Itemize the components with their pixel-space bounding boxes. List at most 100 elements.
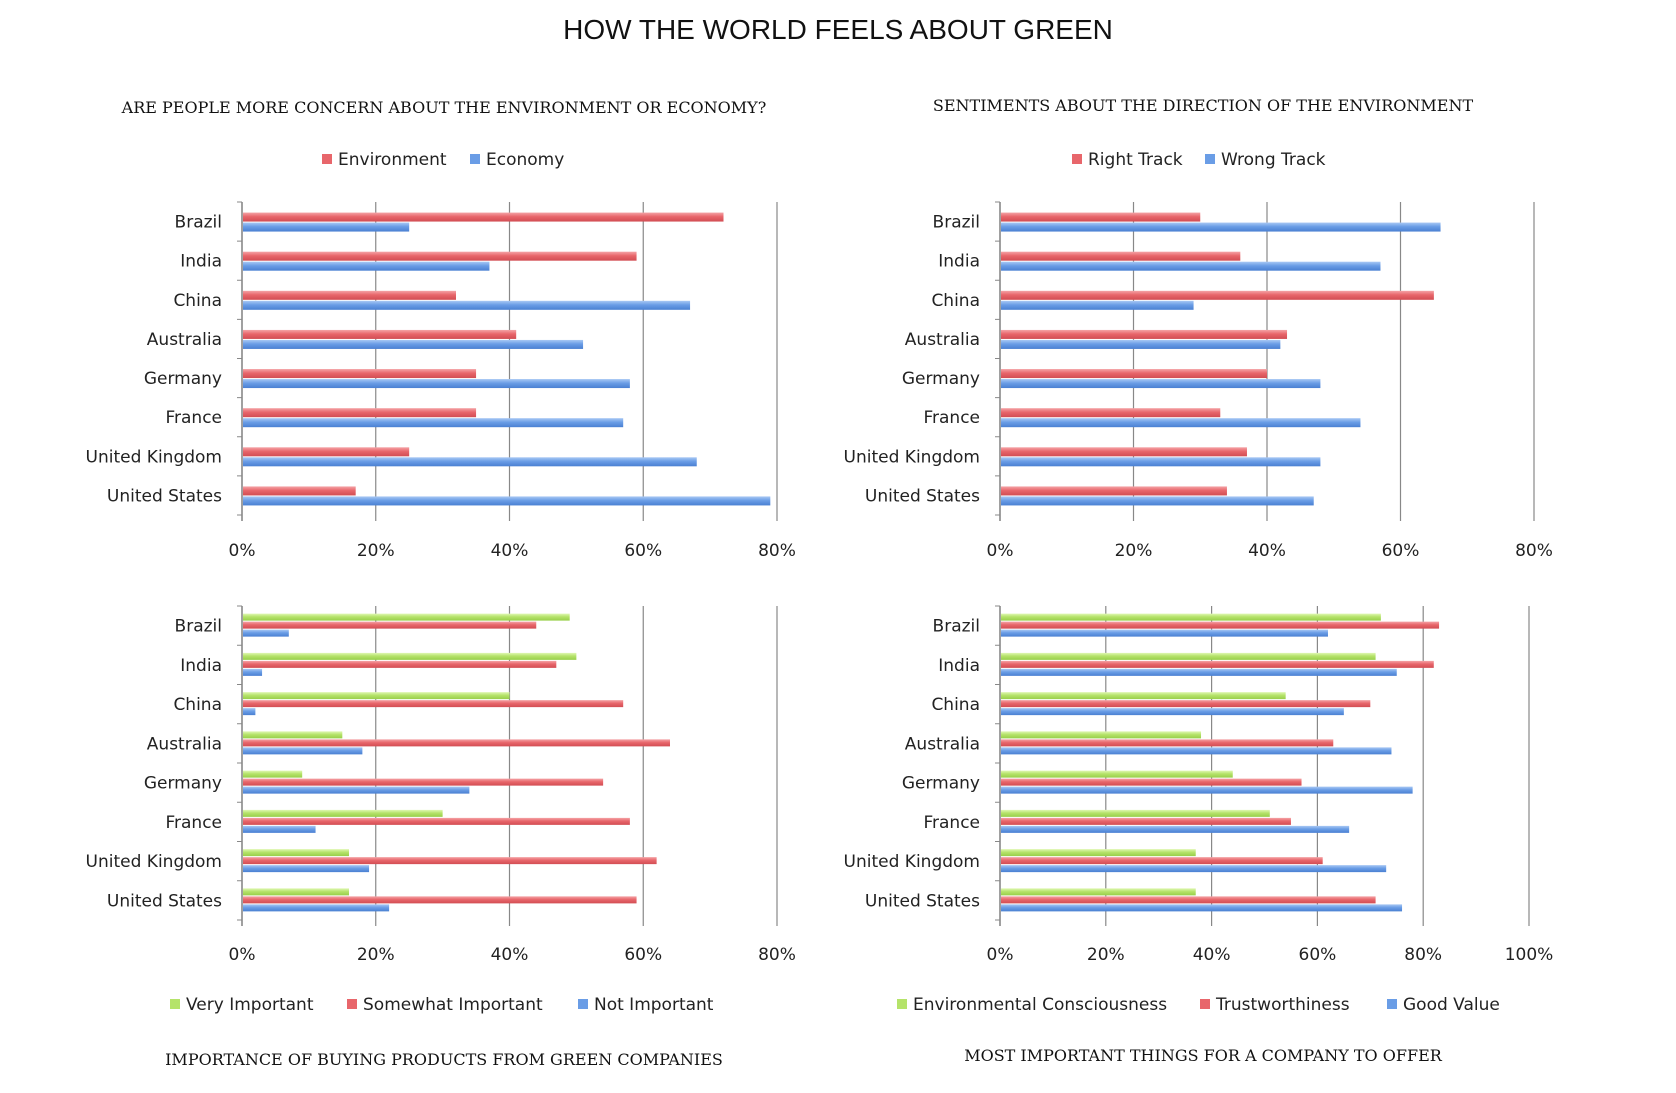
x-tick-label: 80%	[1404, 945, 1442, 965]
bar	[243, 261, 490, 271]
bar	[243, 660, 557, 668]
x-tick-label: 0%	[987, 541, 1014, 561]
legend-label: Not Important	[594, 995, 714, 1015]
legend-label: Environmental Consciousness	[913, 995, 1167, 1015]
category-label: India	[938, 656, 980, 676]
chart-title-company-offer: MOST IMPORTANT THINGS FOR A COMPANY TO O…	[964, 1046, 1442, 1065]
category-label: United Kingdom	[86, 852, 222, 872]
bar	[1001, 222, 1441, 232]
category-label: United States	[865, 486, 980, 506]
category-label: United Kingdom	[86, 447, 222, 467]
bar	[243, 825, 316, 833]
bar	[1001, 896, 1376, 904]
bar	[1001, 652, 1376, 660]
bar	[243, 418, 624, 428]
bar	[1001, 692, 1286, 700]
bar	[1001, 849, 1196, 857]
category-label: France	[923, 408, 980, 428]
category-label: China	[931, 695, 980, 715]
bar	[1001, 660, 1434, 668]
category-label: India	[180, 656, 222, 676]
bar	[243, 652, 577, 660]
x-tick-label: 0%	[229, 945, 256, 965]
bar	[243, 747, 363, 755]
bar	[1001, 865, 1387, 873]
category-label: Brazil	[175, 617, 222, 637]
bar	[243, 888, 349, 896]
x-tick-label: 40%	[491, 945, 529, 965]
x-tick-label: 60%	[624, 945, 662, 965]
bar	[243, 212, 724, 222]
bar	[243, 222, 410, 232]
bar	[243, 809, 443, 817]
x-tick-label: 0%	[987, 945, 1014, 965]
bar	[1001, 339, 1281, 349]
chart-title-environment-vs-economy: ARE PEOPLE MORE CONCERN ABOUT THE ENVIRO…	[121, 98, 767, 117]
bar	[1001, 418, 1361, 428]
legend-label: Somewhat Important	[363, 995, 543, 1015]
legend-label: Environment	[338, 150, 447, 170]
category-label: China	[931, 291, 980, 311]
chart-title-direction-of-environment: SENTIMENTS ABOUT THE DIRECTION OF THE EN…	[932, 96, 1474, 115]
category-label: France	[165, 408, 222, 428]
bar	[243, 290, 456, 300]
bar	[243, 865, 370, 873]
bar	[1001, 369, 1267, 379]
category-label: United States	[107, 486, 222, 506]
bar	[243, 369, 477, 379]
category-label: France	[165, 813, 222, 833]
bar	[243, 692, 510, 700]
bar	[243, 786, 470, 794]
bar	[243, 896, 637, 904]
bar	[243, 621, 537, 629]
bar	[243, 708, 256, 716]
category-label: India	[938, 252, 980, 272]
bar	[243, 613, 570, 621]
legend-swatch	[578, 999, 588, 1009]
legend-swatch	[470, 154, 480, 164]
category-label: Brazil	[933, 617, 980, 637]
bar	[1001, 809, 1270, 817]
bar	[1001, 486, 1227, 496]
category-label: Australia	[147, 734, 222, 754]
category-label: Germany	[902, 369, 980, 389]
x-tick-label: 60%	[1299, 945, 1337, 965]
bar	[1001, 770, 1233, 778]
bar	[1001, 786, 1413, 794]
legend-swatch	[1205, 154, 1215, 164]
bar	[243, 731, 343, 739]
legend-swatch	[170, 999, 180, 1009]
bar	[1001, 621, 1440, 629]
x-tick-label: 20%	[357, 541, 395, 561]
bar	[243, 251, 637, 261]
category-label: Germany	[144, 774, 222, 794]
legend-swatch	[322, 154, 332, 164]
x-tick-label: 60%	[624, 541, 662, 561]
bar	[1001, 408, 1221, 418]
bar	[1001, 708, 1344, 716]
x-tick-label: 80%	[758, 945, 796, 965]
chart-2: 0% 20% 40% 60% 80% Brazil India China Australia G…	[844, 150, 1553, 561]
chart-title-buying-green-products: IMPORTANCE OF BUYING PRODUCTS FROM GREEN…	[165, 1050, 723, 1069]
category-label: India	[180, 252, 222, 272]
legend-swatch	[1072, 154, 1082, 164]
category-label: Australia	[905, 734, 980, 754]
legend-swatch	[1200, 999, 1210, 1009]
bar	[1001, 904, 1403, 912]
legend-label: Right Track	[1088, 150, 1183, 170]
category-label: Brazil	[933, 213, 980, 233]
legend-label: Trustworthiness	[1215, 995, 1350, 1015]
bar	[1001, 739, 1334, 747]
legend-swatch	[1387, 999, 1397, 1009]
bar	[1001, 817, 1291, 825]
legend-label: Economy	[486, 150, 564, 170]
category-label: China	[173, 291, 222, 311]
x-tick-label: 80%	[758, 541, 796, 561]
x-tick-label: 20%	[1115, 541, 1153, 561]
category-label: United Kingdom	[844, 852, 980, 872]
x-tick-label: 60%	[1382, 541, 1420, 561]
bar	[243, 379, 630, 389]
bar	[243, 817, 630, 825]
bar	[1001, 731, 1202, 739]
